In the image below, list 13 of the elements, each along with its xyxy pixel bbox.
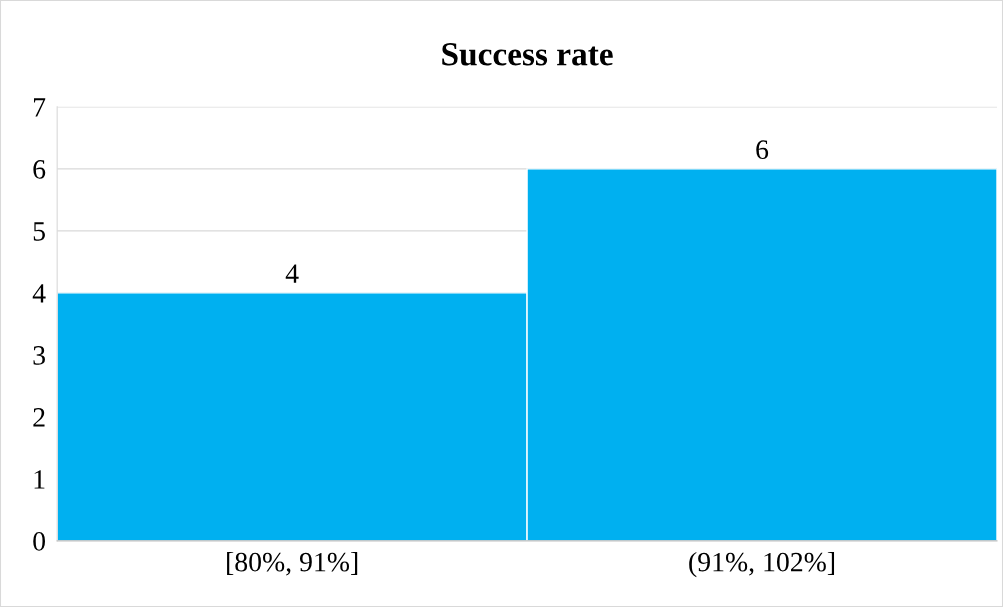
x-tick-label: (91%, 102%] [689,551,835,578]
y-tick-label: 6 [33,160,46,179]
data-label: 6 [756,140,769,160]
y-tick-label: 4 [32,284,46,303]
x-tick-label: [80%, 91%] [227,551,358,576]
y-tick-label: 7 [34,98,46,117]
y-tick-label: 2 [33,408,45,427]
y-tick-label: 3 [33,346,45,365]
y-tick-label: 0 [33,532,45,551]
y-tick-label: 5 [33,222,45,241]
y-tick-label: 1 [34,470,45,489]
data-label: 4 [285,264,299,283]
chart-title: Success rate [442,43,613,66]
